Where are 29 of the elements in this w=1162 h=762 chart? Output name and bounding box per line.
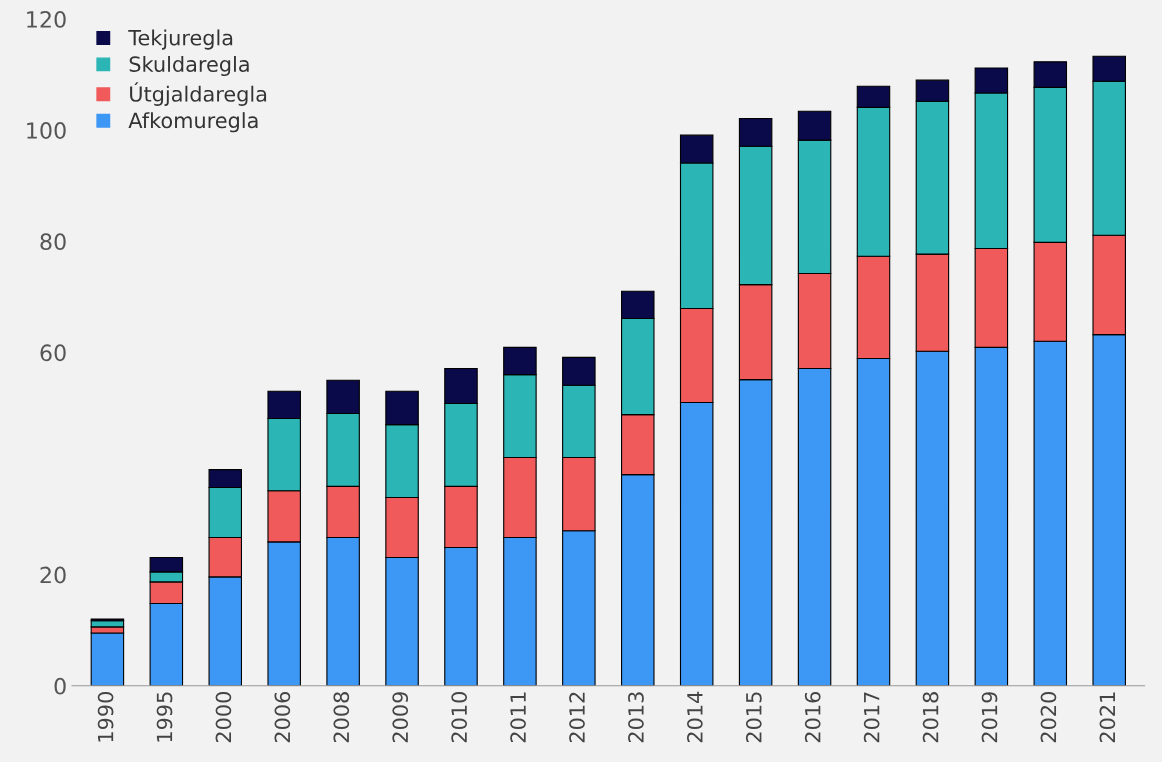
legend-label: Útgjaldaregla — [130, 82, 267, 106]
x-tick-label: 2011 — [510, 692, 526, 743]
legend-label: Skuldaregla — [129, 55, 249, 77]
y-tick-label: 100 — [27, 122, 66, 139]
legend-label: Tekjuregla — [128, 29, 233, 50]
x-tick-label: 2013 — [628, 692, 644, 743]
y-tick-label: 80 — [40, 233, 66, 251]
x-tick-label: 2021 — [1099, 692, 1116, 743]
x-tick-label: 1990 — [97, 692, 114, 742]
x-tick-label: 2006 — [274, 691, 291, 743]
y-tick-label: 20 — [40, 566, 66, 584]
y-tick-label: 60 — [40, 344, 66, 362]
x-tick-label: 2009 — [392, 692, 409, 743]
x-tick-label: 2000 — [215, 692, 232, 743]
x-tick-label: 2010 — [451, 692, 468, 743]
x-tick-label: 2019 — [981, 692, 998, 743]
x-tick-label: 1995 — [156, 692, 173, 742]
y-tick-label: 0 — [54, 677, 66, 695]
x-tick-label: 2014 — [686, 691, 703, 743]
x-tick-label: 2018 — [922, 692, 939, 743]
x-tick-label: 2008 — [333, 692, 350, 743]
x-tick-label: 2015 — [745, 692, 762, 743]
x-tick-label: 2020 — [1040, 692, 1057, 743]
legend-label: Afkomuregla — [128, 112, 258, 133]
x-tick-label: 2012 — [569, 692, 585, 743]
x-tick-label: 2017 — [863, 692, 880, 743]
x-tick-label: 2016 — [804, 691, 821, 743]
bar — [90, 632, 125, 686]
y-tick-label: 120 — [27, 11, 66, 28]
